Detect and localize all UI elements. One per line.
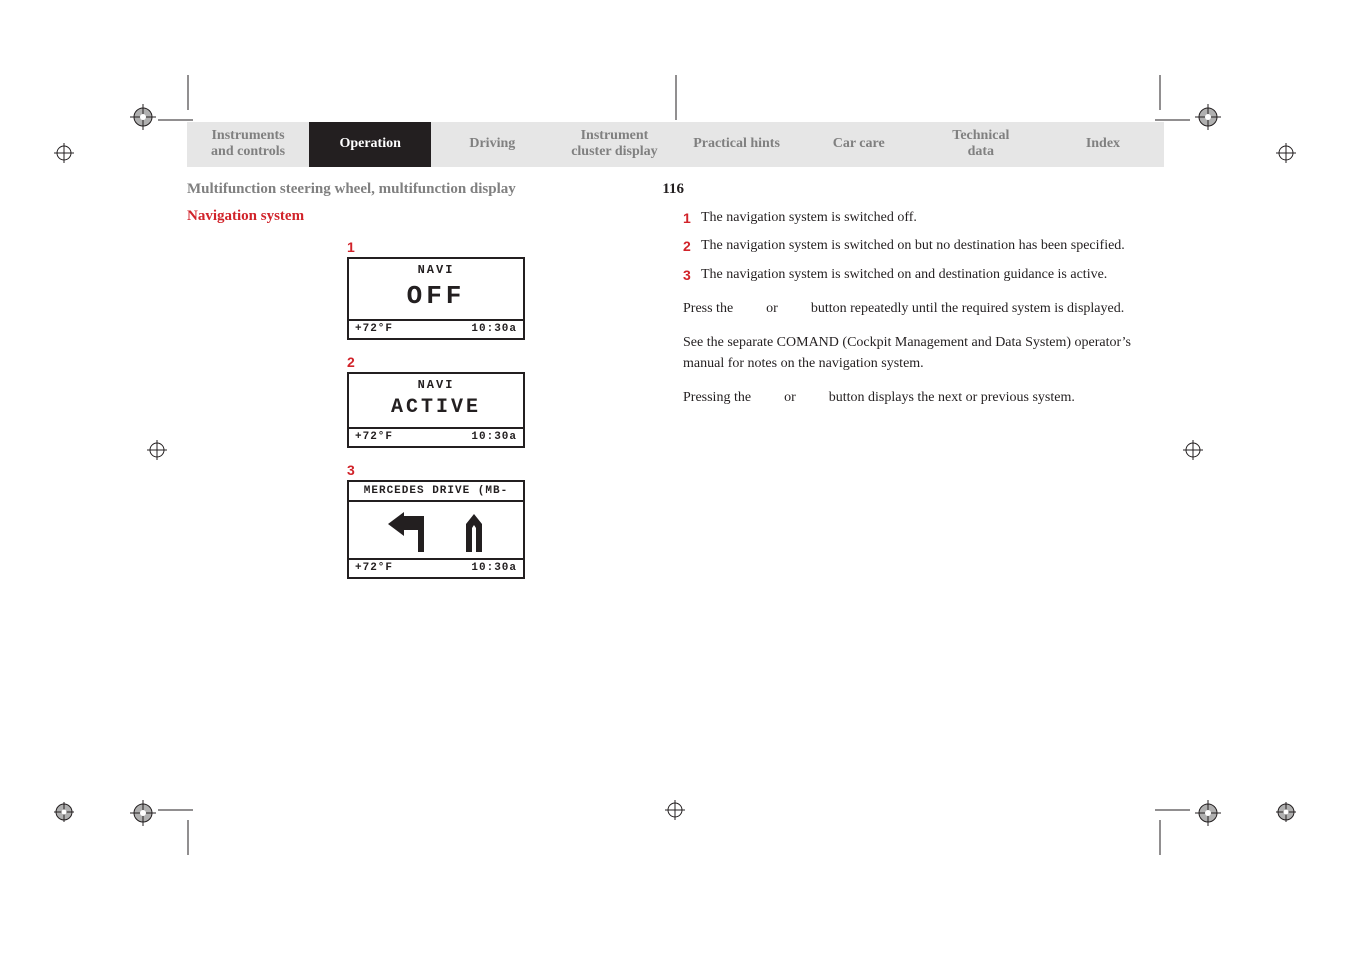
section-title: Multifunction steering wheel, multifunct… [187,181,516,198]
reg-mark-outer-bl [130,800,156,826]
screen-label: 1 [347,239,647,255]
list-num: 2 [683,236,701,256]
reg-mark-bl-extra [54,802,74,822]
reg-mark-outer-tl [130,104,156,130]
tab-label: Operation [339,136,400,152]
tab-index[interactable]: Index [1042,122,1164,167]
tab-label: Car care [833,136,885,152]
screen-label: 3 [347,462,647,478]
para3-b: or [784,390,796,405]
subheading-navigation-system: Navigation system [187,208,647,225]
tab-driving[interactable]: Driving [431,122,553,167]
nav-state-list: 1 The navigation system is switched off.… [683,208,1164,285]
reg-mark-bottom-center [665,800,685,820]
reg-mark-right-center [1183,440,1203,460]
turn-left-arrow-icon [386,512,428,552]
para3-a: Pressing the [683,390,751,405]
lcd-main-text: OFF [407,281,466,311]
reg-mark-outer-tr [1195,104,1221,130]
reg-mark-left-center [147,440,167,460]
lcd-temp: +72°F [355,431,393,443]
list-text: The navigation system is switched on and… [701,265,1164,285]
tab-operation[interactable]: Operation [309,122,431,167]
crop-lines-br [1130,795,1190,855]
para1-b: or [766,301,778,316]
tab-instruments-and-controls[interactable]: Instrumentsand controls [187,122,309,167]
tab-label: Driving [469,136,515,152]
tab-label: Practical hints [693,136,780,152]
tab-instrument-cluster-display[interactable]: Instrumentcluster display [553,122,675,167]
list-item: 2 The navigation system is switched on b… [683,236,1164,256]
lcd-screen-3: MERCEDES DRIVE (MB- +72 [347,480,525,579]
lcd-screen-1: NAVI OFF +72°F 10:30a [347,257,525,340]
lcd-clock: 10:30a [471,323,517,335]
lcd-clock: 10:30a [471,431,517,443]
left-column: Navigation system 1 NAVI OFF +72°F 10:30… [187,208,647,593]
list-num: 3 [683,265,701,285]
right-column: 1 The navigation system is switched off.… [683,208,1164,593]
screen-label: 2 [347,354,647,370]
reg-mark-br-extra [1276,802,1296,822]
lcd-top-text: NAVI [349,374,523,392]
para-next-prev: Pressing the or button displays the next… [683,388,1164,408]
para-comand-note: See the separate COMAND (Cockpit Managem… [683,333,1164,374]
lcd-screen-2: NAVI ACTIVE +72°F 10:30a [347,372,525,448]
screen-block-1: 1 NAVI OFF +72°F 10:30a [347,239,647,340]
lcd-main-text: ACTIVE [391,396,481,419]
center-top-tick [666,75,686,125]
screen-block-3: 3 MERCEDES DRIVE (MB- [347,462,647,579]
list-text: The navigation system is switched off. [701,208,1164,228]
tab-label: Instrumentsand controls [211,128,285,160]
page-content: Instrumentsand controls Operation Drivin… [187,122,1164,593]
crop-lines-bl [158,795,218,855]
section-header-row: Multifunction steering wheel, multifunct… [187,181,1164,198]
tab-label: Index [1086,136,1120,152]
tab-car-care[interactable]: Car care [798,122,920,167]
content-columns: Navigation system 1 NAVI OFF +72°F 10:30… [187,208,1164,593]
lcd-top-text: NAVI [349,259,523,277]
para3-c: button displays the next or previous sys… [829,390,1075,405]
page-number: 116 [662,181,684,198]
lcd-temp: +72°F [355,562,393,574]
reg-mark-outer-br [1195,800,1221,826]
road-lane-icon [462,512,486,552]
lcd-screens: 1 NAVI OFF +72°F 10:30a 2 NAVI [347,239,647,579]
list-item: 3 The navigation system is switched on a… [683,265,1164,285]
reg-mark-left-mid [54,143,74,163]
tab-label: Instrumentcluster display [571,128,657,160]
tab-practical-hints[interactable]: Practical hints [676,122,798,167]
screen-block-2: 2 NAVI ACTIVE +72°F 10:30a [347,354,647,448]
lcd-clock: 10:30a [471,562,517,574]
lcd-nav-icons [349,502,523,558]
list-item: 1 The navigation system is switched off. [683,208,1164,228]
lcd-scroll-text: MERCEDES DRIVE (MB- [349,482,523,502]
section-tabs: Instrumentsand controls Operation Drivin… [187,122,1164,167]
para-press-button: Press the or button repeatedly until the… [683,299,1164,319]
tab-label: Technicaldata [952,128,1009,160]
lcd-temp: +72°F [355,323,393,335]
para1-a: Press the [683,301,733,316]
list-text: The navigation system is switched on but… [701,236,1164,256]
tab-technical-data[interactable]: Technicaldata [920,122,1042,167]
para1-c: button repeatedly until the required sys… [811,301,1124,316]
list-num: 1 [683,208,701,228]
reg-mark-right-mid [1276,143,1296,163]
